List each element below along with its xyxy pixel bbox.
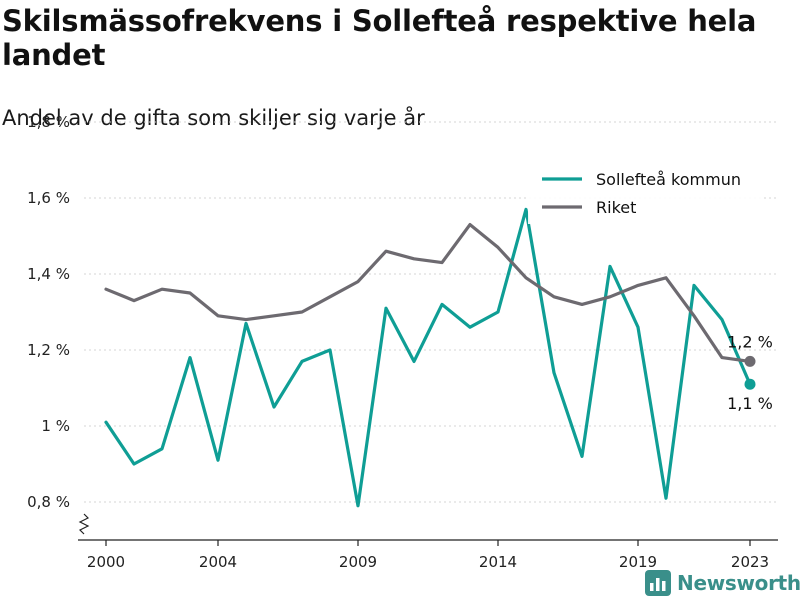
series-line xyxy=(104,207,752,508)
x-tick-label: 2004 xyxy=(199,553,237,571)
y-tick-label: 1,2 % xyxy=(27,341,70,359)
series-end-point xyxy=(744,355,756,367)
newsworthy-logo-icon xyxy=(645,570,671,596)
x-tick-label: 2000 xyxy=(87,553,125,571)
series: 1,1 % 1,2 % xyxy=(104,207,773,508)
y-tick-label: 1 % xyxy=(41,417,70,435)
legend-label: Riket xyxy=(596,198,636,217)
y-tick-label: 1,4 % xyxy=(27,265,70,283)
brand-name: Newsworthy xyxy=(677,571,800,595)
chart-title: Skilsmässofrekvens i Sollefteå respektiv… xyxy=(2,4,757,72)
y-tick-label: 1,8 % xyxy=(27,113,70,131)
y-tick-label: 0,8 % xyxy=(27,493,70,511)
legend-label: Sollefteå kommun xyxy=(596,170,741,189)
series-end-label: 1,1 % xyxy=(727,394,773,413)
brand-logo: Newsworthy xyxy=(645,568,800,598)
x-tick-label: 2014 xyxy=(479,553,517,571)
gridlines xyxy=(84,121,778,503)
series-line xyxy=(104,223,752,363)
axis-break-icon xyxy=(78,513,90,535)
x-tick-label: 2023 xyxy=(731,553,769,571)
x-tick-label: 2009 xyxy=(339,553,377,571)
legend: Sollefteå kommun Riket xyxy=(528,160,764,224)
axes: 0,8 % 1 % 1,2 % 1,4 % 1,6 % 1,8 % 2000 2004 2009… xyxy=(27,113,778,571)
series-end-point xyxy=(744,378,756,390)
series-end-label: 1,2 % xyxy=(727,332,773,351)
x-tick-label: 2019 xyxy=(619,553,657,571)
legend-background xyxy=(528,160,764,224)
chart-subtitle: Andel av de gifta som skiljer sig varje … xyxy=(2,106,425,130)
y-tick-label: 1,6 % xyxy=(27,189,70,207)
